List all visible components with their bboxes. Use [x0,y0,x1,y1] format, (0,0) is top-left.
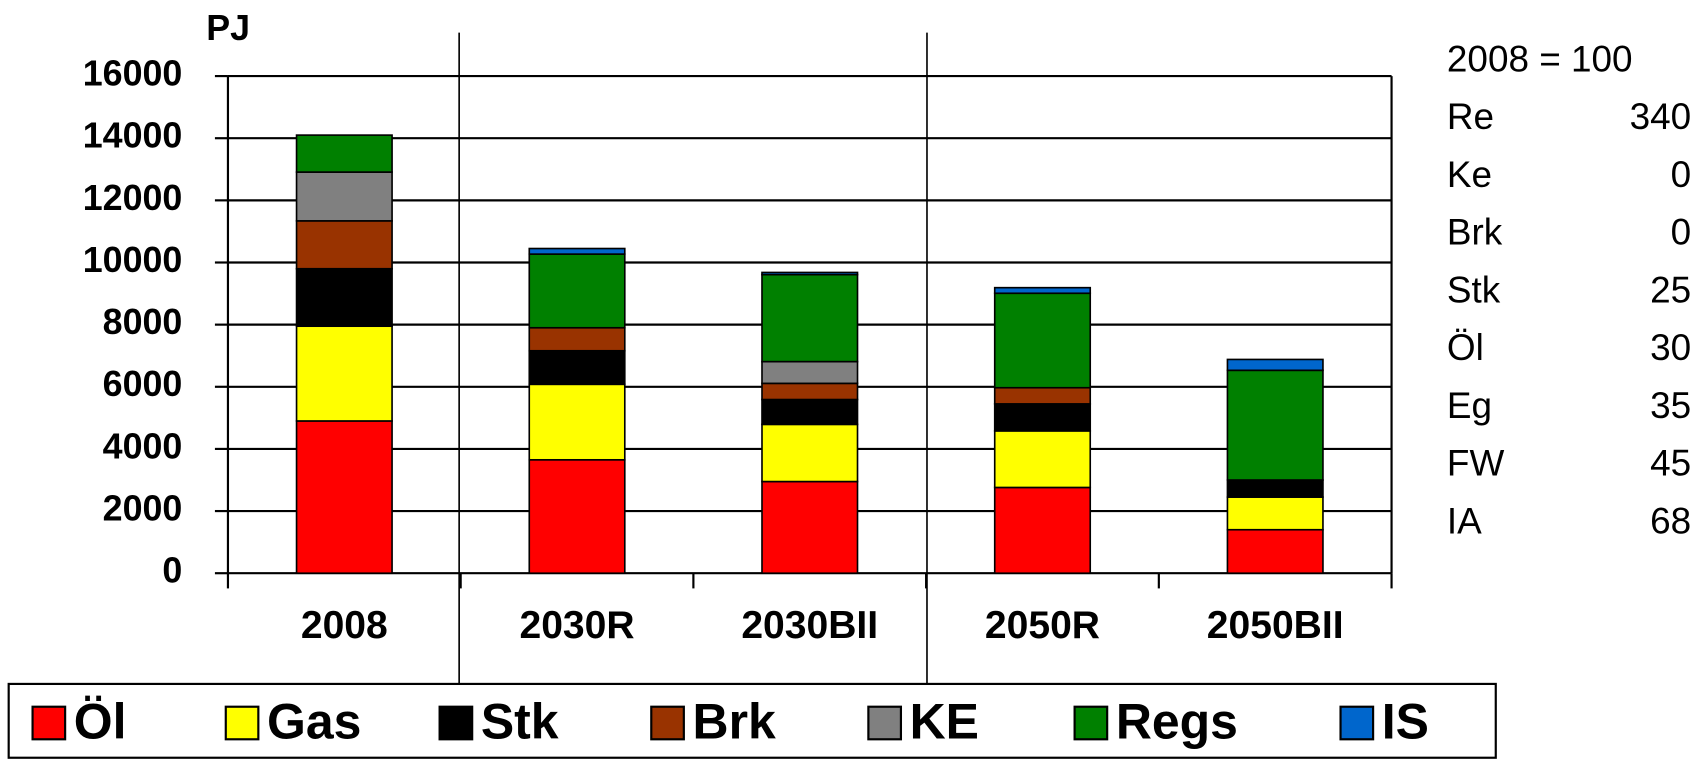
bar-segment [295,420,393,575]
index-value: 45 [1650,443,1691,484]
bar-segment [761,382,859,401]
legend-label: Brk [693,693,776,749]
y-tick-label: 2000 [103,489,183,529]
bar-segment [528,349,626,386]
bar-segment [295,171,393,222]
index-value: 68 [1650,500,1691,541]
x-tick-label: 2050R [985,604,1100,647]
bar-segment [993,386,1092,405]
x-tick-label: 2008 [301,604,388,647]
bar-segment [1226,528,1324,575]
bar-segment [528,247,626,255]
bar-segment [528,383,626,461]
bar-segment [528,458,626,575]
bar-segment [993,430,1092,489]
legend-swatch [650,705,685,741]
bar-segment [295,325,393,422]
index-name: Eg [1447,385,1492,426]
legend-label: Stk [481,693,559,749]
index-name: Re [1447,96,1494,137]
legend-label: Gas [267,693,361,749]
index-name: Ke [1447,154,1492,195]
bar-segment [761,398,859,426]
x-tick-label: 2030BII [741,604,878,647]
legend-swatch [31,705,67,741]
y-axis-label: PJ [206,8,250,48]
index-header: 2008 = 100 [1447,39,1633,80]
bar-segment [528,253,626,329]
index-value: 30 [1650,327,1691,368]
index-value: 340 [1630,96,1692,137]
index-value: 0 [1671,212,1692,253]
bar-segment [1226,369,1324,481]
legend-swatch [1073,705,1109,741]
legend-label: IS [1382,693,1429,749]
legend-swatch [224,705,260,741]
bar-segment [993,292,1092,389]
index-name: Stk [1447,269,1501,310]
bar-segment [993,486,1092,575]
index-name: IA [1447,500,1482,541]
index-value: 35 [1650,385,1691,426]
index-value: 25 [1650,269,1691,310]
bar-segment [1226,358,1324,372]
bar-segment [761,423,859,483]
bar-segment [295,220,393,270]
bar-segment [761,480,859,575]
y-tick-label: 14000 [83,116,183,156]
y-tick-label: 0 [162,551,182,591]
x-tick-label: 2050BII [1207,604,1344,647]
y-tick-label: 4000 [103,426,183,466]
y-tick-label: 6000 [103,364,183,404]
bar-segment [528,326,626,352]
y-tick-label: 16000 [83,54,183,94]
legend-box [7,682,1497,759]
index-value: 0 [1671,154,1692,195]
y-tick-label: 10000 [83,240,183,280]
bar-segment [761,273,859,363]
legend-label: Regs [1116,693,1238,749]
x-tick-label: 2030R [519,604,634,647]
bar-segment [761,360,859,385]
bar-segment [295,134,393,173]
bar-segment [1226,496,1324,531]
index-name: FW [1447,443,1505,484]
legend-label: KE [910,693,979,749]
bar-segment [761,271,859,276]
bar-segment [1226,479,1324,498]
bar-segment [295,267,393,328]
legend-label: Öl [74,693,127,749]
index-name: Öl [1447,327,1484,368]
legend-swatch [1339,705,1375,741]
legend-swatch [867,705,903,741]
y-tick-label: 8000 [103,302,183,342]
index-name: Brk [1447,212,1503,253]
bar-segment [993,403,1092,432]
legend-swatch [438,705,474,741]
y-tick-label: 12000 [83,178,183,218]
bar-segment [993,286,1092,295]
